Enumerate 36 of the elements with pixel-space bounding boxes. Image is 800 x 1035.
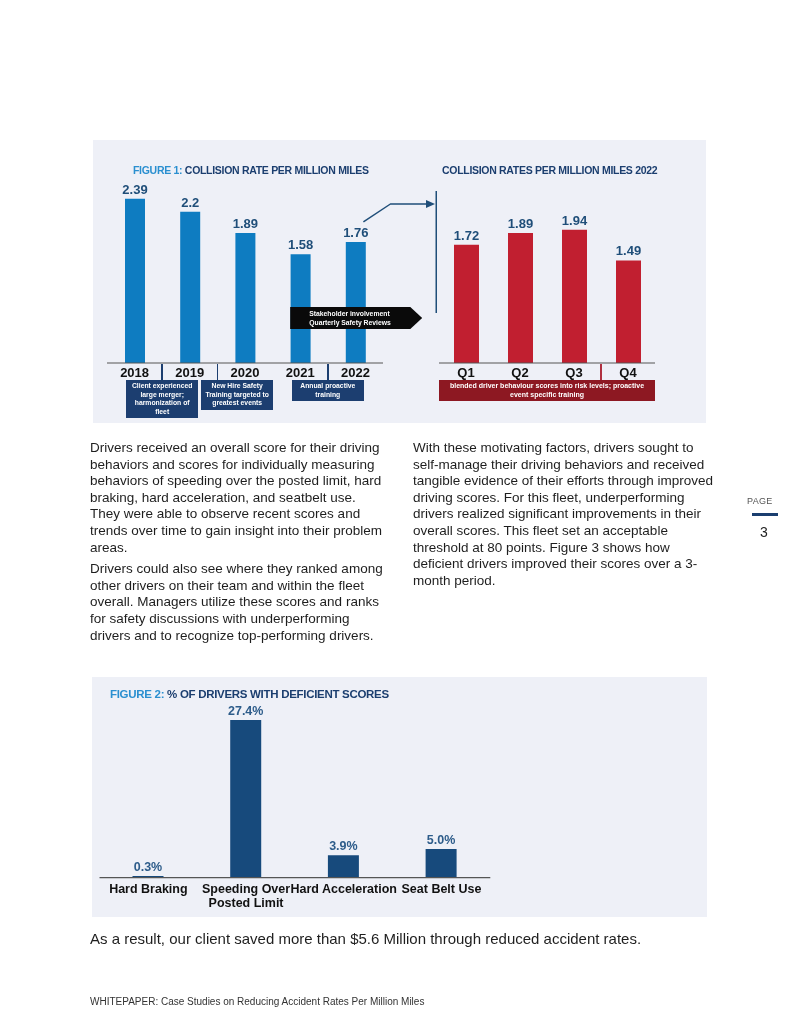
data-label: 27.4% xyxy=(228,704,264,719)
text: With these motivating factors, drivers sought to self-manage their driving behaviors and received tangible evidence of their efforts through improved driving scores. For this fleet, underperforming drivers realized significant improvements in their overall scores. This fleet set an acceptable threshold at 80 points. Figure 3 shows how deficient drivers improved their scores over a 3-month period. xyxy=(413,440,713,588)
x-tick-label: Q3 xyxy=(565,364,583,380)
text: Drivers received an overall score for their driving behaviors and scores for individually measuring behaviors of speeding over the posted limit, hard braking, hard acceleration, and seatbelt use. They were able to observe recent scores and trends over time to gain insight into their problem areas. xyxy=(90,440,383,557)
data-label: 1.58 xyxy=(287,237,314,253)
text: 3 xyxy=(760,524,768,540)
x-tick-label: 2022 xyxy=(340,364,370,380)
data-label: 1.89 xyxy=(232,215,259,231)
text: WHITEPAPER: Case Studies on Reducing Accident Rates Per Million Miles xyxy=(90,996,425,1007)
text: PAGE xyxy=(747,496,773,506)
x-tick-label: Hard Acceleration xyxy=(290,881,397,896)
data-label: 1.94 xyxy=(561,212,588,228)
x-tick-label: 2018 xyxy=(120,364,150,380)
x-tick-label: Q2 xyxy=(511,364,529,380)
x-tick-label: 2021 xyxy=(285,364,315,380)
data-label: 1.72 xyxy=(453,227,480,243)
data-label: 1.49 xyxy=(615,243,642,259)
data-label: 1.89 xyxy=(507,215,534,231)
text: Drivers could also see where they ranked among other drivers on their team and within the fleet overall. Managers utilize these scores and ranks for safety discussions with underperforming drivers and to recognize top-performing drivers. xyxy=(90,561,384,645)
text: As a result, our client saved more than $5.6 Million through reduced accident rates. xyxy=(90,930,642,947)
x-tick-label: Q1 xyxy=(457,364,475,380)
x-tick-label: Hard Braking xyxy=(109,881,188,896)
data-label: 2.39 xyxy=(122,181,148,197)
x-tick-label: Q4 xyxy=(619,364,638,380)
chart-title: FIGURE 1: COLLISION RATE PER MILLION MILES xyxy=(133,164,369,176)
data-label: 2.2 xyxy=(181,194,200,210)
x-tick-label: 2019 xyxy=(175,364,205,380)
data-label: 3.9% xyxy=(329,839,358,854)
x-tick-label: Seat Belt Use xyxy=(401,881,482,896)
x-tick-label: 2020 xyxy=(230,364,260,380)
chart-title: FIGURE 2: % OF DRIVERS WITH DEFICIENT SCORES xyxy=(110,688,389,700)
chart-title: COLLISION RATES PER MILLION MILES 2022 xyxy=(442,164,658,176)
data-label: 5.0% xyxy=(426,832,456,847)
x-tick-label: Speeding Over Posted Limit xyxy=(202,881,291,911)
data-label: 0.3% xyxy=(133,859,163,874)
data-label: 1.76 xyxy=(343,224,369,240)
